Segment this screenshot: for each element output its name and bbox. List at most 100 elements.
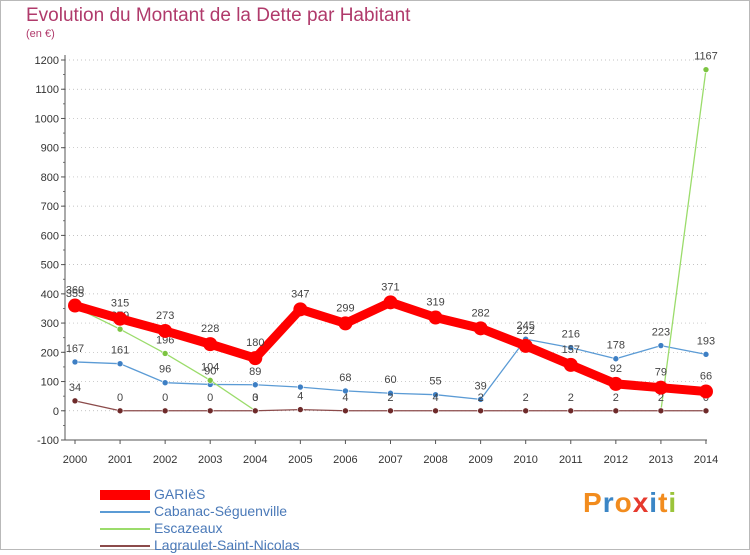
legend-item-lagraulet: Lagraulet-Saint-Nicolas — [100, 537, 400, 555]
legend-swatch — [100, 490, 150, 500]
data-label: 66 — [700, 370, 712, 382]
data-label: 2 — [568, 392, 574, 404]
data-point — [116, 360, 124, 368]
logo-letter: x — [632, 487, 650, 518]
data-point — [203, 337, 218, 352]
y-tick-label: 800 — [41, 172, 59, 184]
data-point — [387, 407, 394, 415]
data-point — [432, 407, 439, 415]
data-label: 2 — [478, 392, 484, 404]
y-tick-label: 500 — [41, 260, 59, 272]
data-label: 34 — [69, 382, 81, 394]
x-tick-label: 2003 — [198, 454, 222, 466]
data-point — [116, 325, 124, 333]
data-point — [657, 407, 665, 415]
legend: GARIèS Cabanac-Séguenville Escazeaux Lag… — [100, 486, 400, 555]
data-point — [608, 376, 623, 391]
data-label: 319 — [426, 297, 444, 309]
data-label: 273 — [156, 310, 174, 322]
data-point — [518, 338, 533, 353]
logo-letter: i — [668, 487, 678, 518]
series-line — [660, 68, 707, 412]
data-label: 180 — [246, 337, 264, 349]
data-label: 315 — [111, 298, 129, 310]
legend-label: Lagraulet-Saint-Nicolas — [154, 537, 300, 553]
legend-swatch — [100, 528, 150, 530]
data-point — [113, 311, 128, 326]
data-label: 55 — [429, 376, 441, 388]
data-point — [567, 407, 575, 415]
data-point — [653, 380, 668, 395]
data-point — [698, 384, 713, 399]
logo-letter: i — [649, 487, 659, 518]
data-point — [338, 316, 353, 331]
unit-label: (en €) — [26, 28, 55, 40]
data-point — [612, 407, 620, 415]
y-tick-label: 1000 — [35, 113, 59, 125]
data-label: 0 — [162, 392, 168, 404]
data-point — [702, 66, 710, 73]
data-point — [522, 407, 530, 415]
data-point — [161, 407, 169, 415]
data-point — [251, 407, 259, 415]
data-label: 360 — [66, 285, 84, 297]
data-point — [428, 310, 443, 325]
data-label: 3 — [252, 392, 258, 404]
x-tick-label: 2013 — [649, 454, 673, 466]
legend-swatch — [100, 545, 150, 547]
data-label: 157 — [562, 344, 580, 356]
data-point — [342, 387, 349, 395]
data-label: 245 — [517, 320, 535, 332]
y-tick-label: 200 — [41, 347, 59, 359]
data-label: 89 — [249, 366, 261, 378]
data-point — [71, 397, 79, 405]
x-tick-label: 2014 — [694, 454, 718, 466]
data-point — [116, 407, 124, 415]
data-label: 4 — [432, 392, 438, 404]
data-label: 90 — [204, 365, 216, 377]
data-label: 0 — [207, 392, 213, 404]
data-point — [206, 407, 214, 415]
data-label: 282 — [471, 307, 489, 319]
data-label: 178 — [607, 340, 625, 352]
data-label: 161 — [111, 345, 129, 357]
x-tick-label: 2004 — [243, 454, 267, 466]
x-tick-label: 2006 — [333, 454, 357, 466]
data-label: 2 — [613, 392, 619, 404]
data-point — [71, 358, 79, 366]
y-tick-label: 400 — [41, 289, 59, 301]
data-label: 371 — [381, 281, 399, 293]
x-tick-label: 2002 — [153, 454, 177, 466]
data-label: 0 — [252, 392, 258, 404]
data-label: 355 — [66, 288, 84, 300]
data-label: 96 — [159, 364, 171, 376]
data-point — [563, 357, 578, 372]
proxiti-logo: Proxiti — [583, 487, 677, 519]
data-label: 1167 — [694, 51, 718, 63]
data-label: 104 — [201, 361, 219, 373]
data-label: 0 — [117, 392, 123, 404]
data-label: 68 — [339, 372, 351, 384]
data-label: 299 — [336, 302, 354, 314]
logo-letter: o — [614, 487, 633, 518]
y-tick-label: -100 — [37, 435, 59, 447]
data-label: 216 — [562, 329, 580, 341]
data-point — [387, 389, 394, 397]
legend-item-cabanac: Cabanac-Séguenville — [100, 503, 400, 521]
legend-label: GARIèS — [154, 486, 206, 502]
data-label: 228 — [201, 323, 219, 335]
x-tick-label: 2010 — [513, 454, 537, 466]
y-tick-label: 1100 — [35, 84, 59, 96]
data-label: 60 — [384, 374, 396, 386]
y-tick-label: 300 — [41, 318, 59, 330]
y-tick-label: 100 — [41, 377, 59, 389]
data-label: 193 — [697, 335, 715, 347]
data-point — [161, 379, 169, 387]
legend-item-escazeaux: Escazeaux — [100, 520, 400, 538]
data-point — [702, 351, 710, 358]
x-tick-label: 2012 — [604, 454, 628, 466]
x-tick-label: 2001 — [108, 454, 132, 466]
data-point — [293, 302, 308, 317]
